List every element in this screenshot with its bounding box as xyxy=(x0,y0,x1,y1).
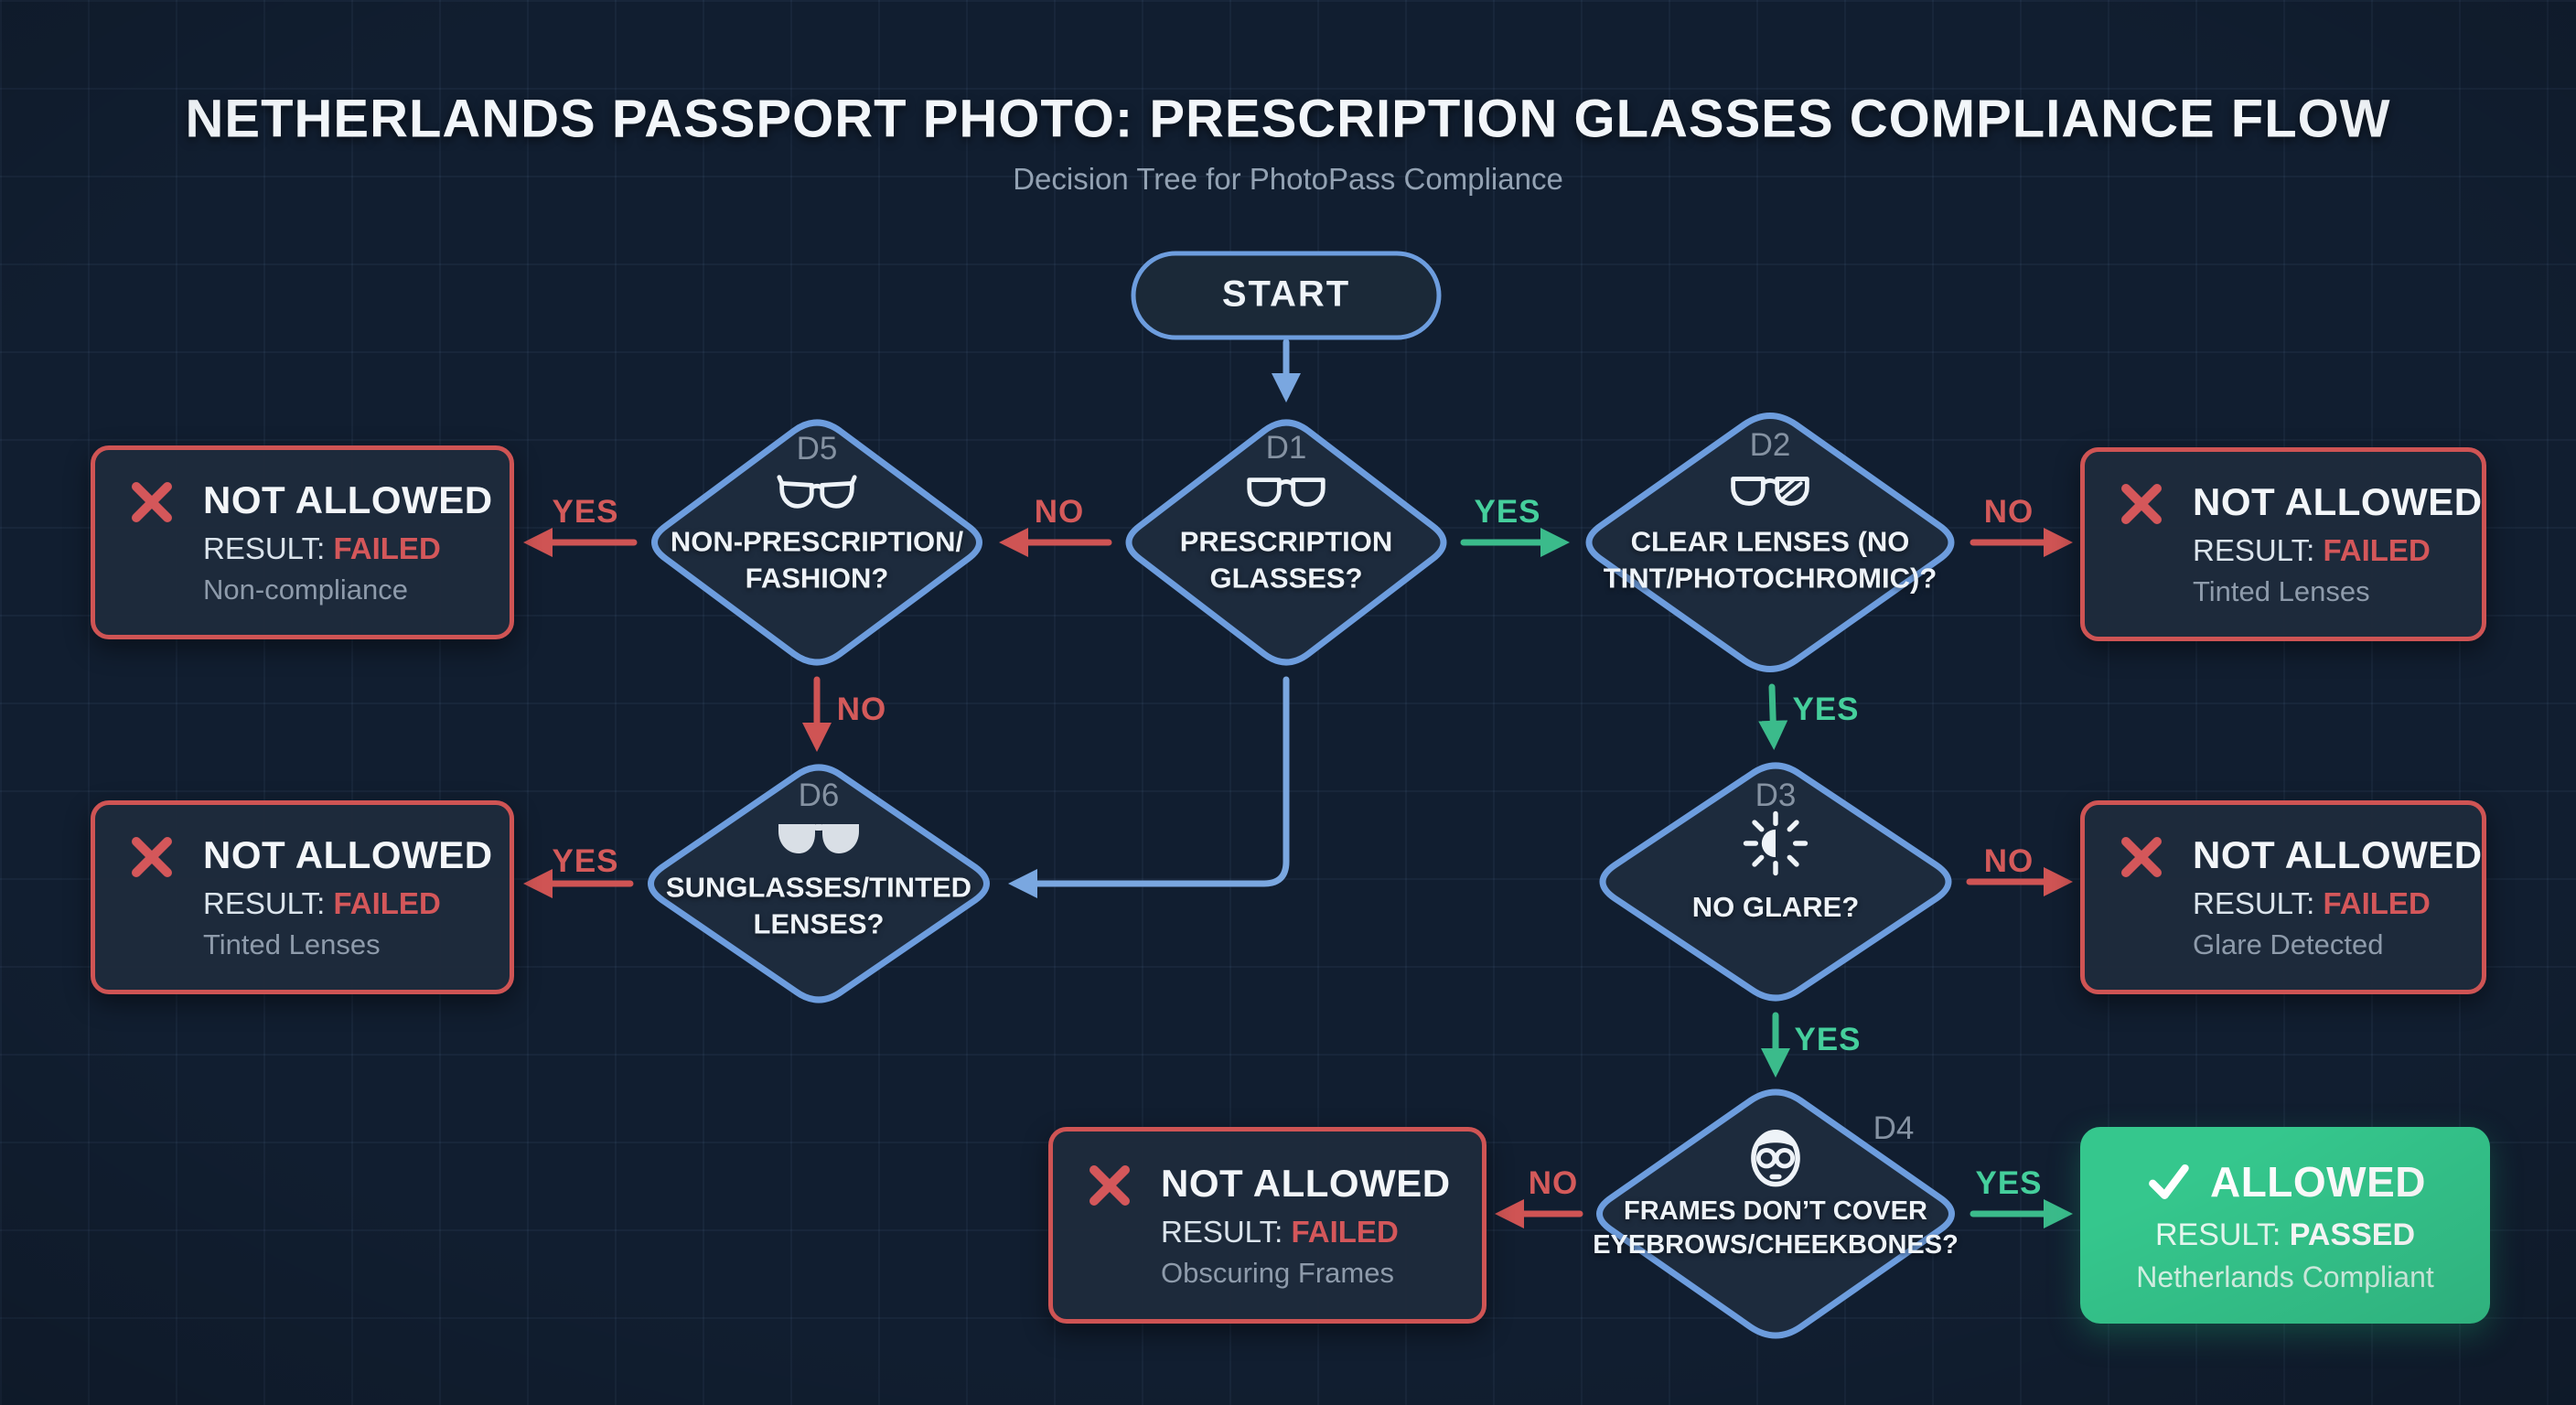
x-icon xyxy=(2121,484,2162,524)
decision-d3-question: NO GLARE? xyxy=(1691,891,1860,924)
outcome-reason: Glare Detected xyxy=(2193,928,2384,960)
outcome-result: RESULT: FAILED xyxy=(2193,886,2431,920)
edge-d5-fail-label: YES xyxy=(552,494,619,530)
sunglasses-icon xyxy=(775,817,863,861)
decision-d5-id: D5 xyxy=(796,431,838,467)
outcome-allowed: ALLOWED RESULT: PASSED Netherlands Compl… xyxy=(2080,1127,2490,1324)
start-node: START xyxy=(1221,273,1351,315)
fashion-glasses-icon xyxy=(775,471,859,513)
outcome-reason: Obscuring Frames xyxy=(1161,1256,1394,1289)
edge-d5-d6-label: NO xyxy=(836,692,887,727)
edge-d4-fail-label: NO xyxy=(1528,1165,1579,1201)
outcome-result: RESULT: FAILED xyxy=(1161,1214,1399,1249)
outcome-reason: Netherlands Compliant xyxy=(2136,1260,2434,1293)
outcome-result: RESULT: FAILED xyxy=(203,886,441,920)
decision-d1-shape xyxy=(1125,419,1447,666)
outcome-title: NOT ALLOWED xyxy=(2193,833,2483,876)
outcome-not-allowed-non-compliance: NOT ALLOWED RESULT: FAILED Non-complianc… xyxy=(91,445,514,639)
outcome-reason: Tinted Lenses xyxy=(203,928,381,960)
outcome-result: RESULT: FAILED xyxy=(2193,533,2431,567)
page-title: NETHERLANDS PASSPORT PHOTO: PRESCRIPTION… xyxy=(185,89,2391,149)
edge-d1-d5-label: NO xyxy=(1034,494,1085,530)
outcome-title: NOT ALLOWED xyxy=(1161,1161,1451,1205)
glasses-icon xyxy=(1244,469,1328,515)
decision-d1-question: PRESCRIPTION GLASSES? xyxy=(1179,525,1393,594)
decision-d3-shape xyxy=(1599,762,1952,1002)
edge-d3-d4-label: YES xyxy=(1794,1022,1862,1057)
arrow-d2-to-d3 xyxy=(1758,683,1788,751)
decision-d6-shape xyxy=(648,764,990,1003)
edge-d6-fail-label: YES xyxy=(552,843,619,879)
decision-d2-question: CLEAR LENSES (NO TINT/PHOTOCHROMIC)? xyxy=(1603,525,1937,594)
edge-d3-fail-label: NO xyxy=(1983,843,2034,879)
decision-d5-question: NON-PRESCRIPTION/FASHION? xyxy=(670,525,964,594)
edge-d1-d2-label: YES xyxy=(1474,494,1541,530)
tinted-glasses-icon xyxy=(1726,468,1814,514)
arrow-d1-to-d6 xyxy=(1007,676,1290,899)
outcome-result: RESULT: FAILED xyxy=(203,531,441,565)
outcome-not-allowed-obscuring-frames: NOT ALLOWED RESULT: FAILED Obscuring Fra… xyxy=(1048,1127,1487,1324)
decision-d1-id: D1 xyxy=(1265,430,1307,466)
glare-icon xyxy=(1740,808,1811,879)
outcome-result: RESULT: PASSED xyxy=(2154,1217,2416,1252)
x-icon xyxy=(132,837,172,877)
decision-d6-id: D6 xyxy=(798,778,840,813)
edge-d4-pass-label: YES xyxy=(1975,1165,2043,1201)
decision-d4-shape xyxy=(1596,1089,1955,1339)
face-glasses-icon xyxy=(1733,1114,1818,1198)
outcome-reason: Non-compliance xyxy=(203,574,408,606)
edge-d2-fail-label: NO xyxy=(1983,494,2034,530)
decision-d6-question: SUNGLASSES/TINTED LENSES? xyxy=(665,871,972,939)
outcome-not-allowed-tinted-lenses-left: NOT ALLOWED RESULT: FAILED Tinted Lenses xyxy=(91,800,514,994)
outcome-not-allowed-tinted-lenses-right: NOT ALLOWED RESULT: FAILED Tinted Lenses xyxy=(2080,447,2486,641)
outcome-title: NOT ALLOWED xyxy=(203,833,493,876)
outcome-title: NOT ALLOWED xyxy=(2193,480,2483,523)
edge-d2-d3-label: YES xyxy=(1792,692,1860,727)
outcome-title: NOT ALLOWED xyxy=(203,478,493,521)
decision-d5-shape xyxy=(651,419,982,666)
outcome-reason: Tinted Lenses xyxy=(2193,575,2370,607)
x-icon xyxy=(132,482,172,522)
start-node-shape xyxy=(1131,251,1442,340)
x-icon xyxy=(2121,837,2162,877)
decision-d4-question: FRAMES DON’T COVER EYEBROWS/CHEEKBONES? xyxy=(1593,1196,1959,1260)
x-icon xyxy=(1089,1164,1130,1206)
decision-d2-id: D2 xyxy=(1749,427,1791,463)
decision-d4-id: D4 xyxy=(1873,1110,1915,1146)
page-subtitle: Decision Tree for PhotoPass Compliance xyxy=(1013,162,1563,196)
outcome-not-allowed-glare-detected: NOT ALLOWED RESULT: FAILED Glare Detecte… xyxy=(2080,800,2486,994)
check-icon xyxy=(2149,1164,2189,1199)
decision-d3-id: D3 xyxy=(1755,778,1797,813)
decision-d2-shape xyxy=(1585,413,1955,672)
outcome-title: ALLOWED xyxy=(2209,1157,2426,1206)
